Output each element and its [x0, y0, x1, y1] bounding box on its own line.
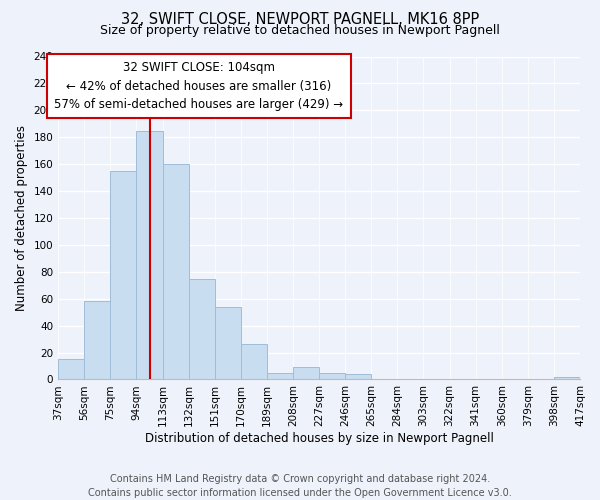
Text: Size of property relative to detached houses in Newport Pagnell: Size of property relative to detached ho…	[100, 24, 500, 37]
X-axis label: Distribution of detached houses by size in Newport Pagnell: Distribution of detached houses by size …	[145, 432, 494, 445]
Bar	[188, 278, 215, 380]
Bar	[554, 377, 580, 380]
Text: 32 SWIFT CLOSE: 104sqm
← 42% of detached houses are smaller (316)
57% of semi-de: 32 SWIFT CLOSE: 104sqm ← 42% of detached…	[55, 62, 344, 112]
Bar	[136, 130, 163, 380]
Bar	[293, 368, 319, 380]
Bar	[345, 374, 371, 380]
Bar	[241, 344, 267, 380]
Bar	[319, 372, 345, 380]
Text: Contains HM Land Registry data © Crown copyright and database right 2024.
Contai: Contains HM Land Registry data © Crown c…	[88, 474, 512, 498]
Bar	[84, 302, 110, 380]
Bar	[215, 307, 241, 380]
Bar	[267, 372, 293, 380]
Bar	[58, 360, 84, 380]
Bar	[163, 164, 188, 380]
Bar	[110, 171, 136, 380]
Y-axis label: Number of detached properties: Number of detached properties	[15, 125, 28, 311]
Text: 32, SWIFT CLOSE, NEWPORT PAGNELL, MK16 8PP: 32, SWIFT CLOSE, NEWPORT PAGNELL, MK16 8…	[121, 12, 479, 28]
